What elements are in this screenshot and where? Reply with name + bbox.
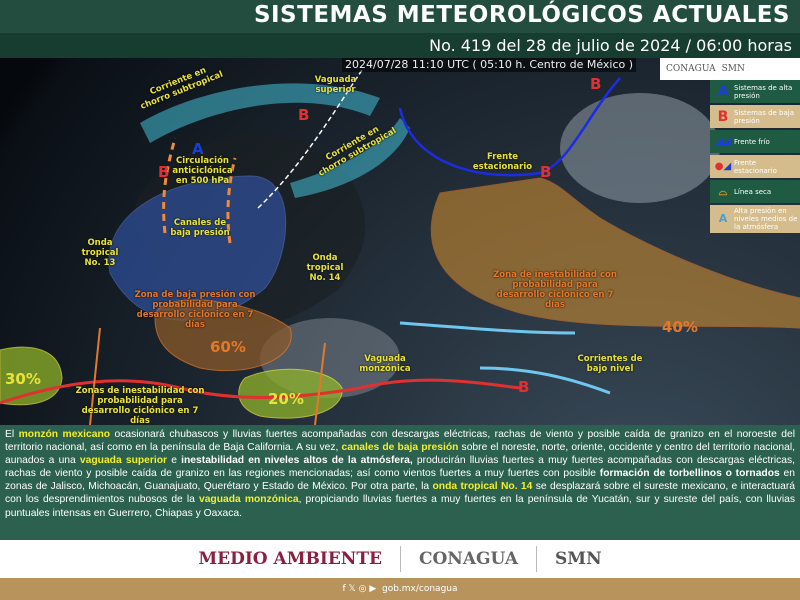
tropical-wave-13 [89,327,101,425]
footer-bar: f 𝕏 ◎ ▶ gob.mx/conagua [0,578,800,600]
cloud-mass [560,93,720,203]
conagua-logo: CONAGUA [418,549,519,569]
legend-label: Línea seca [734,187,772,196]
legend-label: Frente estacionario [734,158,777,175]
label-low-level-currents: Corrientes de bajo nivel [577,354,643,374]
low-pressure-marker: B [298,106,310,124]
satellite-map: 2024/07/28 11:10 UTC ( 05:10 h. Centro d… [0,58,800,425]
probability-20: 20% [268,390,304,408]
upper-trough-line [257,69,363,209]
bulletin-number: No. 419 del 28 de julio de 2024 / 06:00 … [429,36,792,55]
divider [536,546,538,572]
instability-zone-20 [238,368,343,419]
jet-stream-arrow [290,118,410,198]
subtitle-bar: No. 419 del 28 de julio de 2024 / 06:00 … [0,33,800,58]
medio-ambiente-logo: MEDIO AMBIENTE [198,549,382,569]
label-anticyclone: Circulación anticiclónica en 500 hPa [172,156,233,186]
low-level-current [479,366,611,395]
legend-item-mid-high: A Alta presión en niveles medios de la at… [710,205,800,233]
legend-label: Sistemas de baja presión [734,108,795,125]
header-logos: CONAGUA SMN [660,58,800,80]
cold-front-icon: ◢◢ [715,135,731,147]
jet-stream-arrow [140,83,380,143]
dry-line-icon: ⌓ [718,184,728,198]
probability-30: 30% [5,370,41,388]
map-graphics [0,58,800,425]
conagua-logo: CONAGUA [666,64,716,74]
label-wave-14: Onda tropical No. 14 [306,253,344,283]
probability-40: 40% [662,318,698,336]
legend-item-cold-front: ◢◢ Frente frío [710,130,800,153]
satellite-timestamp: 2024/07/28 11:10 UTC ( 05:10 h. Centro d… [342,58,637,72]
label-monsoon-trough: Vaguada monzónica [359,354,411,374]
low-pressure-marker: B [540,163,552,181]
legend-item-dry-line: ⌓ Línea seca [710,180,800,203]
low-pressure-marker: B [158,163,170,181]
legend-label: Sistemas de alta presión [734,83,793,100]
smn-logo: SMN [555,549,602,569]
label-pacific-low: Zona de baja presión con probabilidad pa… [134,290,256,330]
legend: A Sistemas de alta presión B Sistemas de b… [710,80,800,235]
tropical-wave-14 [314,342,326,425]
low-pressure-channel [226,157,237,244]
label-wave-13: Onda tropical No. 13 [81,238,119,268]
low-pressure-marker: B [518,378,530,396]
page-title: SISTEMAS METEOROLÓGICOS ACTUALES [253,2,790,28]
pacific-low-zone [154,299,292,372]
smn-logo: SMN [721,64,745,74]
high-pressure-icon: A [717,83,729,100]
legend-item-high: A Sistemas de alta presión [710,80,800,103]
mid-level-high-icon: A [718,212,728,225]
monsoon-trough [0,378,521,405]
low-pressure-channel [162,137,177,234]
low-pressure-icon: B [717,108,729,125]
label-pacific-zones: Zonas de inestabilidad con probabilidad … [75,386,205,425]
label-upper-trough: Vaguada superior [314,75,357,95]
atlantic-instability-zone [430,177,800,329]
low-pressure-marker: B [590,75,602,93]
label-channels: Canales de baja presión [170,218,230,238]
label-atlantic-zone: Zona de inestabilidad con probabilidad p… [493,270,617,310]
legend-item-low: B Sistemas de baja presión [710,105,800,128]
divider [399,546,401,572]
high-pressure-marker: A [192,140,204,158]
legend-label: Alta presión en niveles medios de la atm… [734,207,798,231]
social-icons[interactable]: f 𝕏 ◎ ▶ [342,584,377,594]
stationary-front [398,77,621,177]
probability-60: 60% [210,338,246,356]
stationary-front-icon: ●◢ [714,160,732,172]
legend-label: Frente frío [734,137,770,146]
footer-logos: MEDIO AMBIENTE CONAGUA SMN [0,540,800,578]
legend-item-stationary-front: ●◢ Frente estacionario [710,155,800,178]
title-bar: SISTEMAS METEOROLÓGICOS ACTUALES [0,0,800,33]
website-link[interactable]: gob.mx/conagua [381,584,458,594]
label-stationary-front: Frente estacionario [472,152,533,172]
low-level-current [399,321,576,335]
forecast-text: El monzón mexicano ocasionará chubascos … [0,425,800,540]
